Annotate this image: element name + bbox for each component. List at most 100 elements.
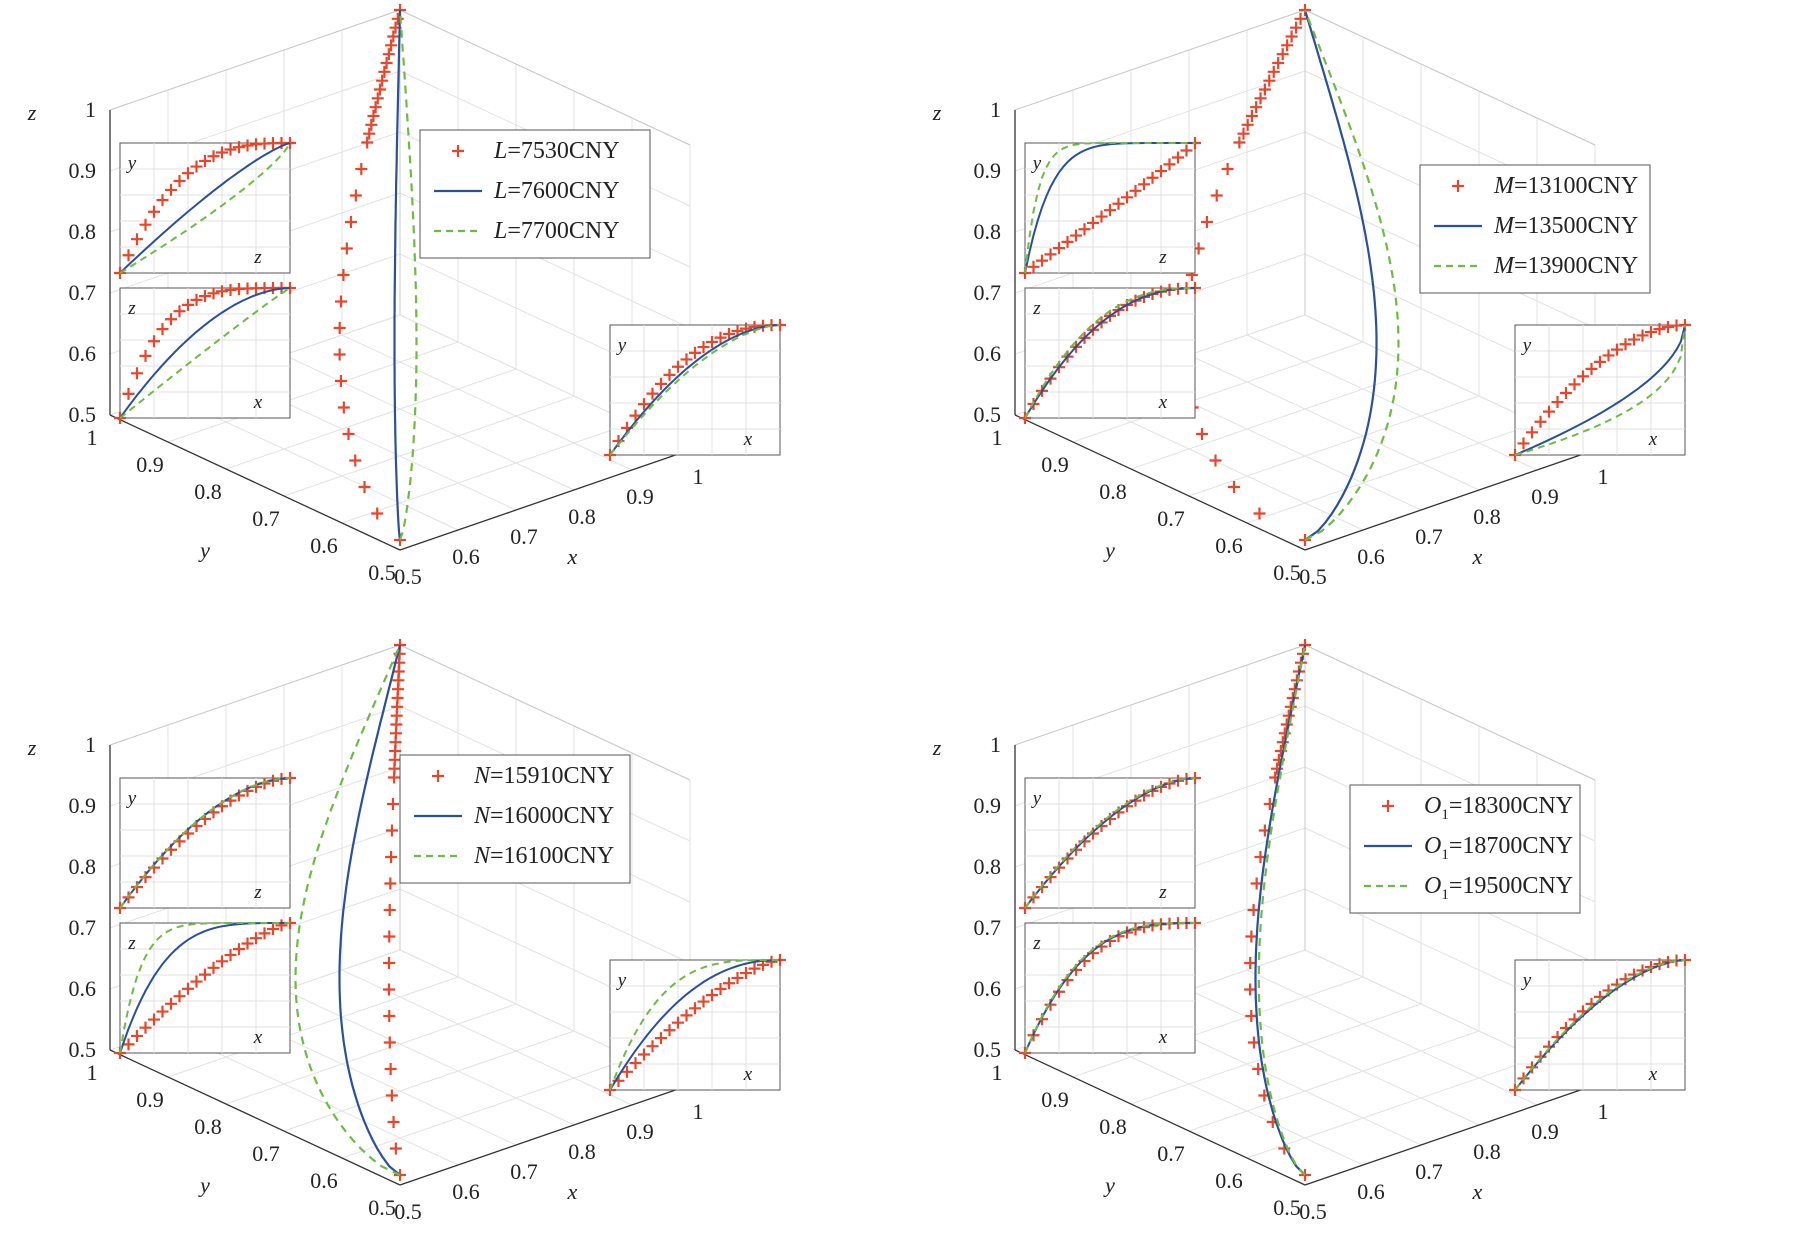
inset-data-point [190,975,203,988]
inset-data-point [199,968,211,981]
data-point-marker [335,295,348,308]
inset-series-line [1514,324,1686,456]
inset-data-point [672,360,684,373]
series-line [338,644,402,1176]
inset-data-point [1577,370,1589,383]
grid-line [283,354,575,491]
inset-data-point [1053,242,1065,255]
inset-data-point [1560,386,1572,399]
y-tick-label: 0.8 [194,479,222,504]
inset-data-point [122,1038,135,1051]
data-point-marker [384,1063,397,1075]
grid-line [225,368,517,470]
data-point-marker [371,507,384,520]
inset-vertical-label: y [616,335,627,356]
inset-data-point [629,1057,642,1070]
y-axis-label: y [198,1173,210,1198]
data-point-marker [385,824,398,837]
inset-frame [119,922,291,1054]
inset-data-point [216,285,228,298]
data-point-marker [1221,163,1234,175]
inset-data-point [224,949,237,962]
inset-data-point [1027,260,1040,273]
inset-horizontal-label: z [1158,882,1167,903]
inset-series-line [1024,922,1195,1054]
inset-series-line [1024,142,1195,274]
panel-4: 0.50.50.50.60.60.60.70.70.70.80.80.80.90… [932,639,1691,1224]
inset-data-point [1611,343,1623,356]
data-point-marker [384,877,397,890]
inset-horizontal-label: z [253,247,262,268]
inset-data-point [731,971,744,984]
inset-data-point [697,995,710,1008]
grid-line [1130,1003,1422,1105]
data-point-marker [355,163,368,175]
inset-data-point [1044,248,1057,261]
inset-vertical-label: z [1032,933,1041,954]
axis-line [1304,1084,1596,1186]
series-line [398,9,418,541]
inset-data-point [1645,325,1657,338]
inset-data-point [680,1009,693,1022]
data-point-marker [378,65,391,78]
data-point-marker [1228,481,1241,493]
series-2 [1303,9,1378,541]
x-tick-label: 0.8 [568,504,596,529]
x-tick-label: 1 [1598,464,1609,489]
inset-data-point [148,205,160,218]
inset-data-point [1146,171,1159,184]
data-point-marker [1209,454,1222,467]
inset-data-point [697,341,710,354]
inset-data-point [233,141,245,154]
inset-vertical-label: z [1032,298,1041,319]
grid-line [1072,341,1364,443]
inset-data-point [1121,191,1133,204]
series-3 [1257,644,1307,1176]
y-tick-label: 0.6 [310,533,338,558]
data-point-marker [1276,736,1289,749]
inset-horizontal-label: x [1648,1064,1658,1085]
data-point-marker [1196,428,1208,440]
y-tick-label: 0.7 [1157,506,1185,531]
inset-yx: yx [604,319,786,461]
x-tick-label: 1 [693,1099,704,1124]
inset-yz: yz [1019,137,1201,279]
data-point-marker [1258,83,1271,96]
inset-series-line [1514,959,1686,1091]
data-point-marker [387,1116,400,1128]
x-tick-label: 0.9 [1531,1119,1559,1144]
data-point-marker [1200,216,1213,228]
data-point-marker [391,12,404,25]
inset-data-point [190,160,203,173]
inset-vertical-label: z [127,933,136,954]
inset-yx: yx [1509,319,1691,461]
z-tick-label: 0.9 [974,158,1002,183]
inset-data-point [165,313,177,326]
box-edge [109,9,401,111]
inset-data-point [173,305,186,318]
inset-vertical-label: z [127,298,136,319]
box-edge [1014,9,1306,111]
inset-data-point [165,183,177,196]
data-point-marker [1244,983,1257,996]
data-point-marker [382,48,395,61]
inset-data-point [131,1029,143,1042]
x-axis-label: x [567,544,578,569]
x-tick-label: 0.9 [626,1119,654,1144]
inset-data-point [714,331,727,344]
inset-data-point [1172,151,1184,164]
inset-data-point [1526,426,1538,439]
inset-series-line [1024,777,1196,909]
y-tick-label: 0.7 [252,506,280,531]
x-tick-label: 0.6 [452,544,480,569]
inset-frame [1514,324,1686,456]
grid-line [341,334,633,471]
z-tick-label: 0.5 [69,402,97,427]
inset-data-point [706,989,718,1002]
y-tick-label: 1 [992,425,1003,450]
data-point-marker [386,798,399,810]
z-tick-label: 0.7 [69,280,97,305]
grid-line [167,341,459,443]
inset-series-line [119,142,291,274]
